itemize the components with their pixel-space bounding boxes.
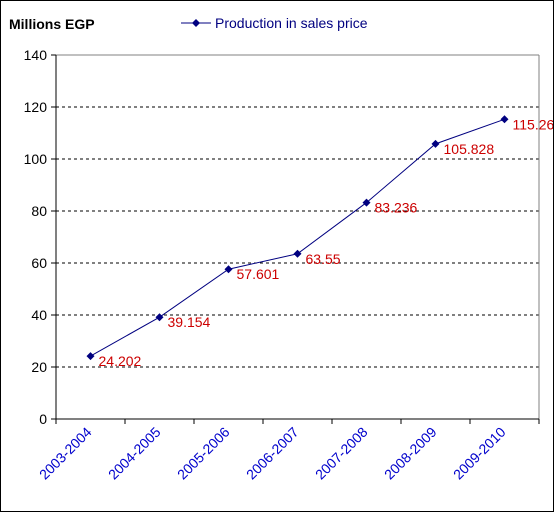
data-point-5 (431, 139, 440, 148)
y-tick-label-3: 60 (31, 255, 47, 271)
y-tick-label-1: 20 (31, 359, 47, 375)
data-point-1 (155, 313, 164, 322)
x-tick-label-1: 2004-2005 (105, 424, 164, 483)
data-point-4 (362, 198, 371, 207)
x-tick-label-4: 2007-2008 (312, 424, 371, 483)
y-tick-label-5: 100 (24, 151, 48, 167)
y-tick-label-6: 120 (24, 99, 48, 115)
y-tick-label-2: 40 (31, 307, 47, 323)
legend-series-label: Production in sales price (215, 15, 368, 31)
x-tick-label-5: 2008-2009 (381, 424, 440, 483)
legend-line-marker (181, 19, 211, 27)
legend: Production in sales price (181, 13, 368, 33)
y-axis-unit-label: Millions EGP (9, 16, 95, 32)
series-line-0 (90, 118, 505, 357)
data-label-5: 105.828 (444, 141, 495, 157)
x-tick-label-6: 2009-2010 (450, 424, 509, 483)
data-point-6 (500, 115, 509, 124)
data-label-6: 115.269 (513, 116, 554, 132)
data-point-2 (224, 265, 233, 274)
data-point-3 (293, 249, 302, 258)
data-label-4: 83.236 (375, 200, 418, 216)
y-tick-label-7: 140 (24, 47, 48, 63)
data-label-2: 57.601 (237, 266, 280, 282)
data-label-0: 24.202 (99, 353, 142, 369)
y-tick-label-4: 80 (31, 203, 47, 219)
data-label-1: 39.154 (168, 314, 211, 330)
x-tick-label-3: 2006-2007 (243, 424, 302, 483)
x-tick-label-2: 2005-2006 (174, 424, 233, 483)
x-tick-label-0: 2003-2004 (36, 424, 95, 483)
data-label-3: 63.55 (306, 251, 341, 267)
data-point-0 (86, 352, 95, 361)
y-tick-label-0: 0 (39, 411, 47, 427)
